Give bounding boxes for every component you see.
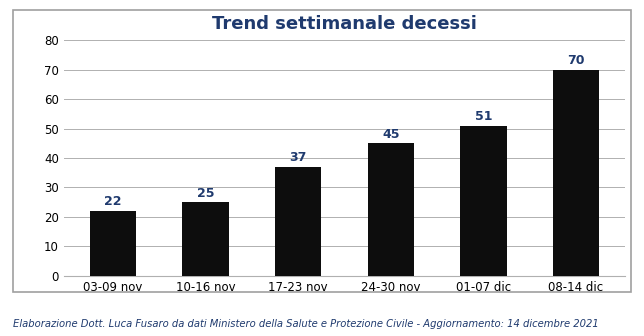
Text: 37: 37	[290, 152, 307, 164]
Text: 22: 22	[104, 196, 122, 208]
Bar	[553, 70, 599, 276]
Text: Elaborazione Dott. Luca Fusaro da dati Ministero della Salute e Protezione Civil: Elaborazione Dott. Luca Fusaro da dati M…	[13, 319, 599, 329]
Bar	[460, 126, 507, 276]
Text: 25: 25	[197, 187, 214, 200]
Text: 45: 45	[382, 128, 399, 141]
Bar	[368, 143, 414, 276]
Bar	[182, 202, 229, 276]
Title: Trend settimanale decessi: Trend settimanale decessi	[212, 15, 477, 33]
Bar	[275, 167, 321, 276]
Bar	[90, 211, 136, 276]
Text: 70: 70	[567, 54, 585, 68]
Text: 51: 51	[475, 110, 492, 123]
